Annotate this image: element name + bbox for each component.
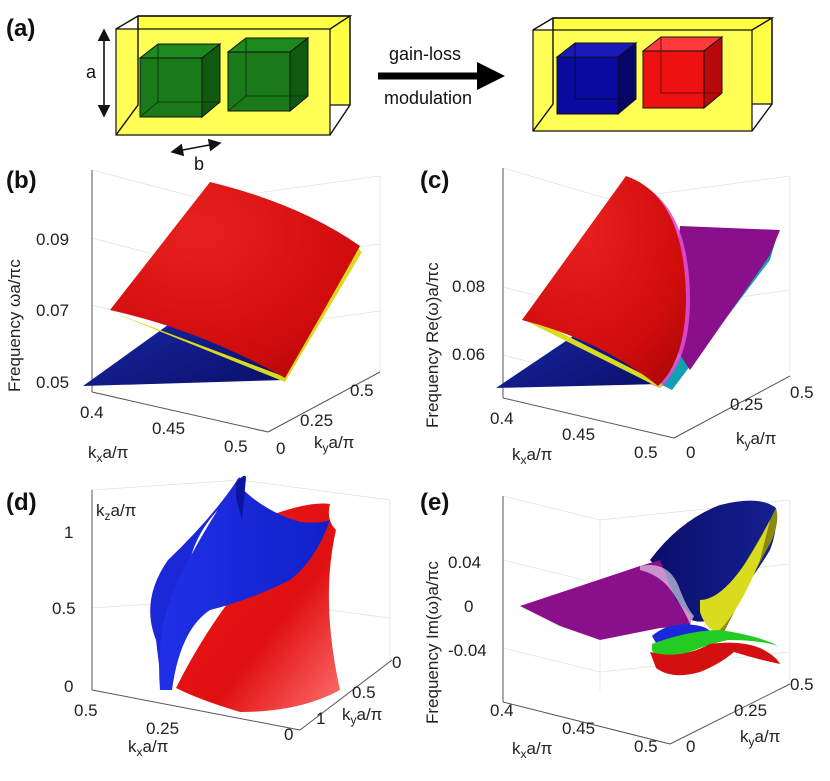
x-tick-d-1: 0.25 xyxy=(146,719,179,738)
y-tick-e-0: 0 xyxy=(686,737,695,756)
x-tick-c-2: 0.5 xyxy=(634,443,658,462)
band-yellow-edge-c xyxy=(524,316,662,388)
cube-loss xyxy=(641,35,724,110)
y-tick-d-0: 0 xyxy=(392,653,401,672)
y-tick-e-2: 0.5 xyxy=(790,675,814,694)
y-tick-b-2: 0.5 xyxy=(350,381,374,400)
band-red-b xyxy=(110,182,360,378)
y-tick-b-1: 0.25 xyxy=(300,411,333,430)
y-tick-b-0: 0 xyxy=(276,439,285,458)
panel-e: (e) 0.04 0 -0.04 0.4 0.45 0.5 0 0. xyxy=(420,489,814,761)
x-tick-b-0: 0.4 xyxy=(80,403,104,422)
panel-b-label: (b) xyxy=(6,167,37,194)
z-tick-c-1: 0.06 xyxy=(452,345,485,364)
y-tick-d-1: 0.5 xyxy=(352,683,376,702)
x-tick-d-0: 0.5 xyxy=(74,701,98,720)
z-tick-d-2: 0 xyxy=(64,677,73,696)
panel-b: (b) 0.09 0.07 0.05 0.4 0.45 0.5 0 0.25 0 xyxy=(5,167,381,465)
surface-navy-e xyxy=(650,500,777,622)
x-tick-d-2: 0 xyxy=(284,725,293,744)
z-label-c: Frequency Re(ω)a/πc xyxy=(423,262,442,428)
z-tick-d-1: 0.5 xyxy=(52,599,76,618)
panel-e-label: (e) xyxy=(420,489,449,516)
x-label-e: kxa/π xyxy=(512,739,552,761)
z-label-b: Frequency ωa/πc xyxy=(5,259,24,392)
surface-red-low-e xyxy=(650,642,780,676)
x-label-b: kxa/π xyxy=(88,443,128,465)
y-label-d: kya/π xyxy=(342,705,382,727)
band-purple-c xyxy=(670,226,780,370)
dimension-a-label: a xyxy=(86,62,97,82)
y-tick-c-2: 0.5 xyxy=(790,383,814,402)
y-label-c: kya/π xyxy=(736,429,776,451)
y-tick-c-1: 0.25 xyxy=(730,395,763,414)
panel-c: (c) 0.08 0.06 0.4 0.45 0.5 0 0.25 0.5 Fr… xyxy=(420,167,814,467)
dimension-b-label: b xyxy=(194,154,204,174)
x-tick-e-0: 0.4 xyxy=(490,701,514,720)
panel-d: (d) 1 0.5 0 0.5 0.25 0 0 0.5 1 kza/π kxa… xyxy=(6,475,401,759)
x-tick-b-2: 0.5 xyxy=(224,437,248,456)
dimension-b-arrow xyxy=(170,138,222,157)
y-tick-d-2: 1 xyxy=(316,709,325,728)
z-label-d: kza/π xyxy=(96,501,136,523)
x-tick-c-0: 0.4 xyxy=(490,409,514,428)
panel-d-label: (d) xyxy=(6,489,37,516)
z-label-e: Frequency Im(ω)a/πc xyxy=(423,561,442,724)
x-tick-e-1: 0.45 xyxy=(562,719,595,738)
arrow-label-bottom: modulation xyxy=(384,88,472,108)
z-tick-b-1: 0.07 xyxy=(36,301,69,320)
surface-green-e xyxy=(652,630,778,660)
z-tick-e-2: -0.04 xyxy=(448,641,487,660)
x-tick-b-1: 0.45 xyxy=(152,419,185,438)
y-tick-e-1: 0.25 xyxy=(734,701,767,720)
x-tick-e-2: 0.5 xyxy=(634,737,658,756)
z-tick-b-0: 0.09 xyxy=(36,230,69,249)
panel-c-label: (c) xyxy=(420,167,449,194)
y-label-b: kya/π xyxy=(314,433,354,455)
surface-blue-face-d xyxy=(159,482,330,690)
y-label-e: kya/π xyxy=(740,727,780,749)
surface-blue-d xyxy=(150,477,241,690)
y-tick-c-0: 0 xyxy=(686,443,695,462)
cube-before-2 xyxy=(226,36,310,113)
panel-a-label: (a) xyxy=(6,15,35,42)
z-tick-b-2: 0.05 xyxy=(36,373,69,392)
z-tick-d-0: 1 xyxy=(64,523,73,542)
surface-blue-back-d xyxy=(236,475,246,520)
x-label-c: kxa/π xyxy=(512,445,552,467)
x-tick-c-1: 0.45 xyxy=(562,425,595,444)
surface-yellow-e xyxy=(700,520,770,632)
surface-purple-fringe-e xyxy=(640,565,694,624)
z-tick-c-0: 0.08 xyxy=(452,277,485,296)
cube-gain xyxy=(555,41,638,116)
panel-a: (a) xyxy=(6,15,775,174)
unit-cell-after xyxy=(532,17,775,132)
z-tick-e-0: 0.04 xyxy=(448,553,481,572)
x-label-d: kxa/π xyxy=(128,737,168,759)
unit-cell-before: a b xyxy=(86,15,353,174)
band-red-c xyxy=(522,176,686,386)
surface-purple-e xyxy=(520,560,692,640)
cube-before-1 xyxy=(138,42,222,119)
arrow-label-top: gain-loss xyxy=(389,44,461,64)
z-tick-e-1: 0 xyxy=(464,597,473,616)
